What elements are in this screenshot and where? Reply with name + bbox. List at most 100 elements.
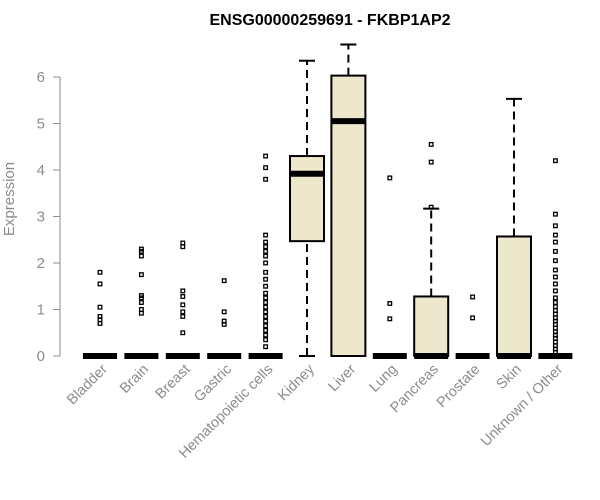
y-axis: 0 1 2 3 4 5 6 [37, 69, 61, 365]
outlier-point [263, 260, 269, 266]
outlier-point [97, 304, 103, 310]
outlier-point [180, 330, 186, 336]
y-tick-label: 3 [37, 209, 45, 226]
outlier-point [552, 304, 558, 310]
outlier-point [138, 246, 144, 252]
box-body [330, 74, 367, 357]
outlier-point [428, 204, 434, 210]
outlier-point [552, 232, 558, 238]
outlier-point [387, 301, 393, 306]
y-tick-label: 2 [37, 255, 45, 272]
outlier-point [221, 318, 227, 324]
outlier-point [263, 290, 269, 296]
x-tick-label: Bladder [64, 361, 111, 408]
box-breast [165, 240, 200, 359]
boxes [83, 43, 573, 359]
outlier-point [428, 159, 434, 165]
outlier-point [263, 323, 269, 329]
y-tick-label: 0 [37, 348, 45, 365]
outlier-point [263, 176, 269, 182]
box-lung [372, 175, 407, 359]
outlier-point [97, 320, 103, 326]
box-liver [330, 43, 367, 357]
box-body [496, 235, 532, 357]
box-skin [496, 97, 532, 359]
y-tick-label: 1 [37, 302, 45, 319]
outlier-point [138, 307, 144, 312]
outlier-point [552, 239, 558, 245]
outlier-point [263, 300, 269, 305]
outlier-point [552, 248, 558, 254]
outlier-point [180, 240, 186, 246]
outlier-point [263, 253, 269, 259]
outlier-point [470, 294, 476, 300]
outlier-point [263, 165, 269, 171]
outlier-point [263, 248, 269, 254]
box-prostate [455, 294, 490, 359]
outlier-point [180, 294, 186, 299]
outlier-point [97, 281, 103, 287]
outlier-point [263, 318, 269, 324]
outlier-point [263, 332, 269, 338]
outlier-point [552, 339, 558, 345]
outlier-point [552, 343, 558, 349]
x-tick-label: Liver [326, 361, 360, 395]
outlier-point [138, 310, 144, 316]
outlier-point [221, 278, 227, 284]
outlier-point [97, 269, 103, 275]
outlier-point [552, 329, 558, 335]
outlier-point [552, 158, 558, 164]
outlier-point [263, 314, 269, 319]
outlier-point [263, 295, 269, 301]
outlier-point [552, 274, 558, 280]
x-tick-label: Brain [117, 362, 152, 397]
outlier-point [552, 315, 558, 321]
box-hematopoietic-cells [248, 153, 283, 359]
outlier-point [552, 295, 558, 301]
outlier-point [138, 272, 144, 278]
outlier-point [138, 253, 144, 259]
outlier-point [263, 337, 269, 343]
box-kidney [289, 59, 325, 357]
outlier-point [387, 175, 393, 181]
box-body [413, 295, 450, 358]
outlier-point [552, 281, 558, 287]
y-tick-label: 5 [37, 116, 45, 133]
outlier-point [387, 316, 393, 322]
outlier-point [552, 307, 558, 313]
outlier-point [180, 309, 186, 315]
y-tick-label: 4 [37, 162, 45, 179]
outlier-point [263, 269, 269, 275]
outlier-point [97, 314, 103, 319]
outlier-point [138, 300, 144, 305]
outlier-point [263, 153, 269, 159]
outlier-point [552, 223, 558, 229]
chart-title: ENSG00000259691 - FKBP1AP2 [209, 12, 450, 29]
box-pancreas [413, 141, 450, 359]
y-axis-label: Expression [1, 162, 18, 236]
outlier-point [263, 304, 269, 310]
outlier-point [552, 211, 558, 217]
outlier-point [263, 344, 269, 350]
x-tick-label: Skin [494, 362, 525, 393]
outlier-point [470, 315, 476, 321]
outlier-point [263, 283, 269, 289]
outlier-point [552, 300, 558, 305]
outlier-point [552, 267, 558, 273]
outlier-point [263, 244, 269, 250]
outlier-point [552, 311, 558, 317]
x-tick-label: Breast [153, 362, 194, 403]
outlier-point [180, 302, 186, 308]
outlier-point [263, 276, 269, 282]
outlier-point [263, 327, 269, 333]
box-body [289, 155, 325, 243]
outlier-point [552, 288, 558, 294]
x-tick-label: Prostate [434, 362, 483, 411]
box-bladder [83, 269, 117, 359]
outlier-point [428, 141, 434, 147]
box-unknown-other [538, 158, 573, 359]
outlier-point [263, 232, 269, 238]
